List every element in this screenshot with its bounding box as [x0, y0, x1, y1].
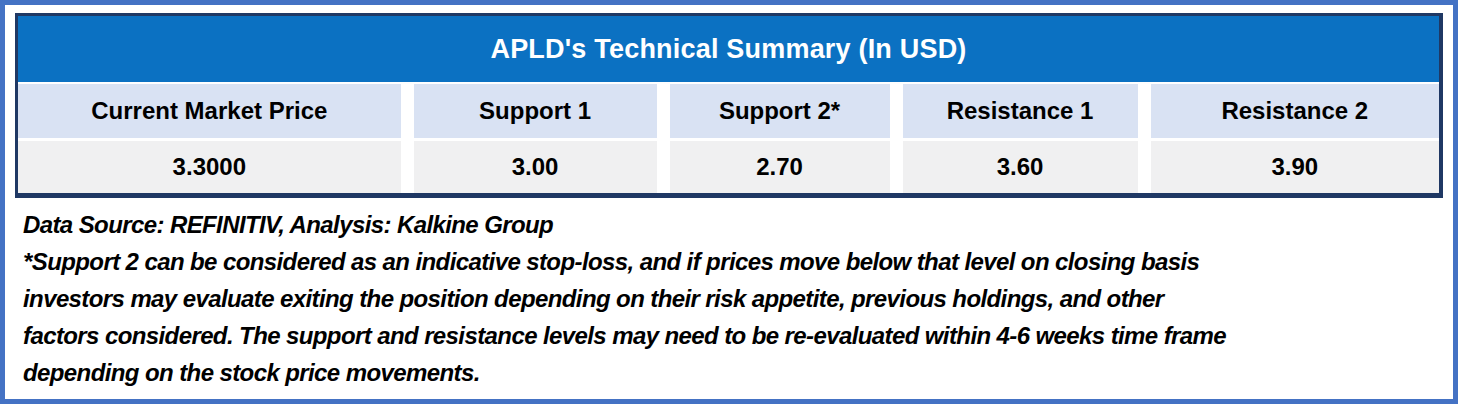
value-support-1: 3.00 — [414, 141, 657, 193]
footnote-line-2: investors may evaluate exiting the posit… — [23, 280, 1443, 317]
value-resistance-2: 3.90 — [1151, 141, 1439, 193]
footnote-line-4: depending on the stock price movements. — [23, 354, 1443, 391]
footnote-line-1: *Support 2 can be considered as an indic… — [23, 243, 1443, 280]
header-current-market-price: Current Market Price — [18, 84, 401, 138]
value-current-market-price: 3.3000 — [18, 141, 401, 193]
table-grid: Current Market Price Support 1 Support 2… — [18, 84, 1439, 193]
header-resistance-2: Resistance 2 — [1151, 84, 1439, 138]
footer-notes: Data Source: REFINITIV, Analysis: Kalkin… — [15, 206, 1443, 391]
table-title-bar: APLD's Technical Summary (In USD) — [18, 16, 1439, 82]
header-support-2: Support 2* — [670, 84, 890, 138]
header-support-1: Support 1 — [414, 84, 657, 138]
value-resistance-1: 3.60 — [903, 141, 1138, 193]
technical-summary-table: APLD's Technical Summary (In USD) Curren… — [15, 13, 1443, 198]
table-title: APLD's Technical Summary (In USD) — [490, 34, 966, 65]
data-source-line: Data Source: REFINITIV, Analysis: Kalkin… — [23, 206, 1443, 243]
footnote-line-3: factors considered. The support and resi… — [23, 317, 1443, 354]
value-support-2: 2.70 — [670, 141, 890, 193]
header-resistance-1: Resistance 1 — [903, 84, 1138, 138]
